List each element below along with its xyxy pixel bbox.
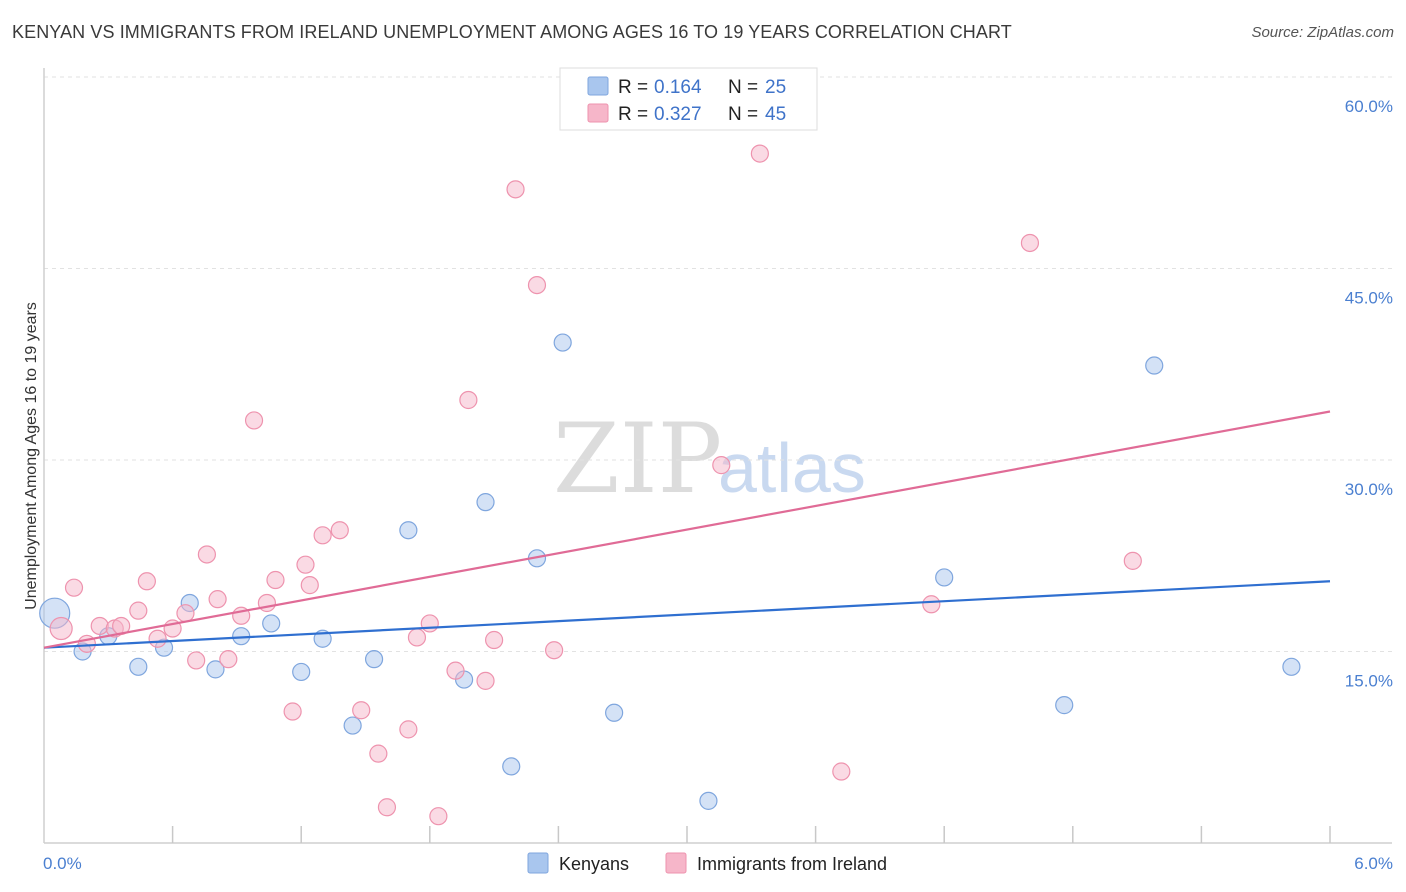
- point-ireland: [64, 578, 84, 597]
- point-ireland: [208, 590, 227, 609]
- y-tick-label: 30.0%: [1345, 480, 1393, 499]
- point-ireland: [832, 762, 851, 781]
- y-tick-label: 15.0%: [1345, 672, 1393, 691]
- y-tick-labels: 15.0% 30.0% 45.0% 60.0%: [1345, 97, 1393, 691]
- point-kenyans: [699, 791, 718, 810]
- bottom-legend-ireland: Immigrants from Ireland: [697, 854, 887, 874]
- legend-n-value-2: 45: [765, 104, 786, 125]
- point-ireland: [420, 614, 439, 633]
- point-ireland: [369, 744, 388, 763]
- x-ticks: [171, 826, 1331, 843]
- watermark-zip: ZIP: [553, 403, 722, 515]
- y-tick-label: 45.0%: [1345, 289, 1393, 308]
- point-ireland: [129, 601, 148, 620]
- trend-lines: [43, 410, 1331, 649]
- point-ireland: [429, 807, 448, 826]
- point-ireland: [407, 628, 427, 647]
- point-ireland: [219, 650, 238, 669]
- point-ireland: [527, 275, 547, 295]
- point-ireland: [506, 180, 525, 199]
- point-ireland: [712, 456, 731, 475]
- point-kenyans: [605, 703, 624, 722]
- point-ireland: [283, 702, 302, 721]
- x-tick-label-max: 6.0%: [1354, 854, 1393, 873]
- point-ireland: [476, 671, 495, 690]
- point-ireland: [244, 411, 264, 430]
- point-ireland: [459, 390, 478, 410]
- point-kenyans: [364, 650, 384, 669]
- point-kenyans: [553, 333, 572, 352]
- point-ireland: [49, 616, 73, 641]
- correlation-legend: R = 0.164 N = 25 R = 0.327 N = 45: [559, 67, 818, 131]
- point-kenyans: [476, 493, 495, 512]
- legend-swatch-ireland: [587, 103, 609, 123]
- legend-r-value-1: 0.164: [654, 77, 702, 98]
- point-ireland: [137, 572, 156, 591]
- point-ireland: [352, 701, 371, 720]
- point-ireland: [377, 798, 397, 817]
- legend-r-label-1: R =: [618, 77, 648, 98]
- point-ireland: [330, 521, 349, 540]
- legend-n-label-2: N =: [728, 104, 758, 125]
- legend-r-value-2: 0.327: [654, 104, 702, 125]
- point-ireland: [922, 595, 941, 614]
- legend-n-value-1: 25: [765, 77, 786, 98]
- y-tick-label: 60.0%: [1345, 97, 1393, 116]
- point-ireland: [750, 144, 769, 163]
- point-kenyans: [1145, 356, 1164, 375]
- watermark-atlas: atlas: [718, 429, 866, 507]
- point-ireland: [1020, 233, 1040, 253]
- point-kenyans: [262, 614, 281, 633]
- point-ireland: [90, 616, 109, 636]
- point-ireland: [176, 604, 195, 623]
- point-ireland: [266, 570, 285, 590]
- series-legend: Kenyans Immigrants from Ireland: [527, 852, 887, 874]
- point-ireland: [1123, 551, 1142, 570]
- point-ireland: [148, 629, 167, 648]
- point-kenyans: [129, 657, 148, 676]
- point-ireland: [197, 545, 216, 564]
- point-kenyans: [935, 568, 954, 587]
- bottom-legend-swatch-ireland: [665, 852, 687, 874]
- point-ireland: [187, 651, 206, 670]
- point-kenyans: [343, 716, 362, 735]
- point-kenyans: [1282, 657, 1301, 676]
- legend-r-label-2: R =: [618, 104, 648, 125]
- legend-swatch-kenyans: [587, 76, 609, 96]
- source-label: Source: ZipAtlas.com: [1251, 24, 1394, 41]
- point-ireland: [446, 661, 465, 680]
- point-ireland: [399, 720, 418, 739]
- point-ireland: [300, 576, 319, 595]
- point-ireland: [545, 641, 564, 660]
- legend-n-label-1: N =: [728, 77, 758, 98]
- point-kenyans: [206, 660, 225, 679]
- trend-line-ireland: [43, 410, 1331, 649]
- chart-title: KENYAN VS IMMIGRANTS FROM IRELAND UNEMPL…: [12, 22, 1012, 42]
- bottom-legend-kenyans: Kenyans: [559, 854, 629, 874]
- point-kenyans: [399, 521, 418, 540]
- point-kenyans: [502, 757, 521, 776]
- point-ireland: [485, 630, 504, 650]
- gridlines: [44, 76, 1392, 652]
- point-kenyans: [292, 662, 311, 682]
- axes: [43, 68, 1392, 844]
- y-axis-title: Unemployment Among Ages 16 to 19 years: [23, 302, 40, 610]
- point-ireland: [313, 526, 332, 545]
- trend-line-kenyans: [43, 580, 1331, 649]
- point-kenyans: [1055, 696, 1074, 715]
- x-tick-label-min: 0.0%: [43, 854, 82, 873]
- bottom-legend-swatch-kenyans: [527, 852, 549, 874]
- point-ireland: [296, 555, 315, 574]
